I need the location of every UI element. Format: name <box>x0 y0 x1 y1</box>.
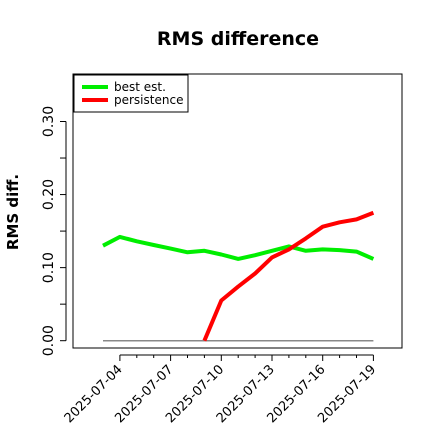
y-axis-label: RMS diff. <box>4 174 22 250</box>
legend: best est. persistence <box>73 74 189 113</box>
y-tick-label: 0.20 <box>41 179 57 210</box>
y-tick-label: 0.10 <box>41 252 57 283</box>
series-line-best-est <box>102 234 375 261</box>
plot-frame <box>72 73 403 349</box>
legend-box <box>73 74 189 113</box>
y-tick-label: 0.30 <box>41 106 57 137</box>
y-tick-label: 0.00 <box>41 325 57 356</box>
chart-title: RMS difference <box>157 28 319 50</box>
series-line-persistence <box>202 210 375 342</box>
legend-label-persistence: persistence <box>114 93 183 107</box>
legend-label-best-est: best est. <box>114 80 166 94</box>
